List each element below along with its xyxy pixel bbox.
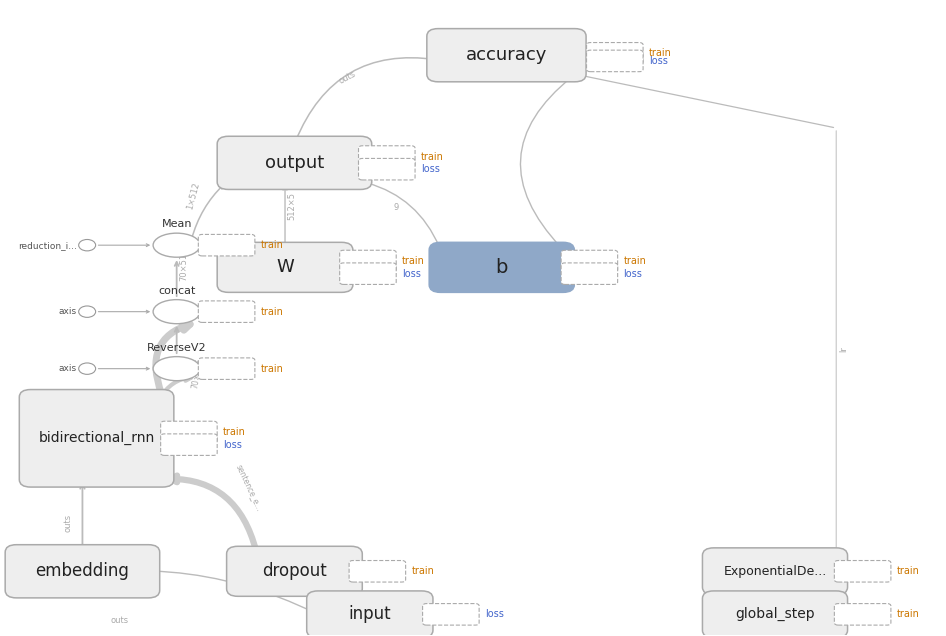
Text: embedding: embedding: [36, 562, 130, 580]
FancyBboxPatch shape: [199, 301, 254, 322]
FancyBboxPatch shape: [5, 544, 160, 598]
Text: 512×5: 512×5: [288, 192, 297, 220]
FancyBboxPatch shape: [423, 604, 479, 625]
Ellipse shape: [153, 357, 201, 381]
Text: scalar: scalar: [778, 574, 787, 597]
FancyBboxPatch shape: [703, 548, 848, 595]
FancyBboxPatch shape: [359, 158, 415, 180]
Text: train: train: [402, 256, 425, 266]
Text: train: train: [412, 566, 434, 576]
Circle shape: [79, 306, 96, 317]
FancyBboxPatch shape: [834, 604, 891, 625]
Text: outs: outs: [63, 514, 73, 532]
FancyBboxPatch shape: [161, 421, 218, 443]
FancyBboxPatch shape: [561, 250, 618, 272]
Text: train: train: [623, 256, 646, 266]
Text: ReverseV2: ReverseV2: [147, 343, 206, 353]
FancyBboxPatch shape: [218, 242, 353, 293]
Text: train: train: [260, 364, 284, 374]
Text: W: W: [276, 258, 294, 277]
Circle shape: [79, 363, 96, 375]
Ellipse shape: [153, 233, 201, 257]
FancyBboxPatch shape: [19, 390, 174, 487]
FancyBboxPatch shape: [161, 434, 218, 455]
Text: train: train: [260, 240, 284, 250]
Text: axis: axis: [59, 364, 77, 373]
Text: outs: outs: [111, 616, 129, 625]
Text: dropout: dropout: [262, 562, 326, 580]
Text: loss: loss: [623, 268, 642, 279]
Text: reduction_i...: reduction_i...: [18, 240, 77, 250]
FancyBboxPatch shape: [340, 263, 396, 284]
Text: output: output: [265, 154, 324, 172]
FancyBboxPatch shape: [429, 242, 574, 293]
Text: train: train: [897, 566, 920, 576]
Text: lr: lr: [839, 346, 848, 352]
Text: loss: loss: [421, 164, 440, 174]
Text: 9: 9: [394, 204, 398, 212]
Text: global_step: global_step: [735, 607, 815, 621]
Text: 1×512: 1×512: [185, 181, 201, 211]
FancyBboxPatch shape: [307, 591, 433, 636]
FancyBboxPatch shape: [587, 50, 643, 72]
Text: train: train: [260, 307, 284, 317]
FancyBboxPatch shape: [834, 560, 891, 582]
Text: 70×256: 70×256: [191, 358, 205, 390]
Text: input: input: [348, 605, 391, 623]
Text: ExponentialDe...: ExponentialDe...: [724, 565, 827, 577]
FancyBboxPatch shape: [359, 146, 415, 167]
Text: accuracy: accuracy: [465, 46, 547, 64]
Text: train: train: [897, 609, 920, 619]
Text: sentence_e...: sentence_e...: [234, 464, 263, 513]
FancyBboxPatch shape: [427, 29, 587, 82]
Text: Mean: Mean: [162, 219, 192, 230]
Text: bidirectional_rnn: bidirectional_rnn: [39, 431, 155, 445]
Text: train: train: [421, 151, 444, 162]
Text: loss: loss: [223, 439, 242, 450]
Circle shape: [79, 240, 96, 251]
FancyBboxPatch shape: [199, 358, 254, 380]
Text: axis: axis: [59, 307, 77, 316]
Text: train: train: [649, 48, 672, 59]
Text: train: train: [223, 427, 246, 437]
Text: 70×512: 70×512: [180, 247, 188, 280]
FancyBboxPatch shape: [587, 43, 643, 64]
FancyBboxPatch shape: [703, 591, 848, 636]
Text: loss: loss: [649, 56, 668, 66]
Text: b: b: [496, 258, 508, 277]
Text: loss: loss: [484, 609, 503, 619]
Text: concat: concat: [158, 286, 196, 296]
FancyBboxPatch shape: [227, 546, 362, 597]
FancyBboxPatch shape: [561, 263, 618, 284]
FancyBboxPatch shape: [218, 136, 372, 190]
FancyBboxPatch shape: [349, 560, 406, 582]
FancyBboxPatch shape: [199, 235, 254, 256]
Text: loss: loss: [402, 268, 421, 279]
FancyBboxPatch shape: [340, 250, 396, 272]
Text: outs: outs: [337, 69, 357, 86]
Ellipse shape: [153, 300, 201, 324]
